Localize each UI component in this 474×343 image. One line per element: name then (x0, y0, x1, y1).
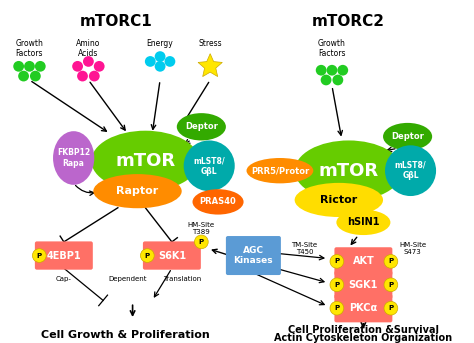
Ellipse shape (295, 183, 383, 217)
Polygon shape (198, 54, 222, 76)
Text: Amino
Acids: Amino Acids (76, 39, 100, 58)
Text: P: P (334, 258, 339, 264)
Ellipse shape (53, 131, 94, 185)
Text: Raptor: Raptor (117, 186, 159, 196)
Ellipse shape (91, 131, 200, 191)
Text: mTORC2: mTORC2 (312, 14, 385, 29)
Text: AKT: AKT (353, 256, 374, 267)
Circle shape (155, 51, 165, 62)
FancyBboxPatch shape (35, 241, 93, 270)
Circle shape (32, 249, 46, 262)
Text: AGC
Kinases: AGC Kinases (234, 246, 273, 265)
Ellipse shape (177, 113, 226, 140)
Text: P: P (36, 252, 42, 259)
Circle shape (330, 278, 344, 292)
Circle shape (145, 56, 155, 67)
Text: Cap-: Cap- (56, 276, 72, 282)
Text: P: P (334, 305, 339, 311)
Circle shape (140, 249, 154, 262)
Circle shape (94, 61, 105, 72)
Circle shape (194, 235, 208, 249)
Text: P: P (388, 282, 393, 288)
Circle shape (332, 75, 343, 85)
Circle shape (384, 301, 398, 315)
Text: S6K1: S6K1 (158, 250, 186, 261)
Text: PRR5/Protor: PRR5/Protor (251, 166, 309, 175)
Text: Dependent: Dependent (109, 276, 147, 282)
Text: P: P (145, 252, 150, 259)
Text: Growth
Factors: Growth Factors (16, 39, 44, 58)
Ellipse shape (337, 210, 391, 235)
Text: TM-Site
T450: TM-Site T450 (292, 242, 318, 255)
Circle shape (316, 65, 327, 75)
Text: Translation: Translation (163, 276, 201, 282)
Circle shape (83, 56, 94, 67)
Text: Deptor: Deptor (185, 122, 218, 131)
Text: HM-Site
T389: HM-Site T389 (188, 222, 215, 235)
Text: PKCα: PKCα (349, 303, 377, 313)
Text: P: P (388, 258, 393, 264)
Circle shape (72, 61, 83, 72)
FancyBboxPatch shape (143, 241, 201, 270)
Text: mLST8/
GβL: mLST8/ GβL (395, 161, 426, 180)
Ellipse shape (385, 145, 436, 196)
Text: HM-Site
S473: HM-Site S473 (399, 242, 426, 255)
Circle shape (77, 71, 88, 81)
Text: Cell Proliferation &Survival: Cell Proliferation &Survival (288, 325, 439, 335)
Circle shape (13, 61, 24, 72)
Circle shape (384, 255, 398, 268)
Circle shape (337, 65, 348, 75)
Text: FKBP12
Rapa: FKBP12 Rapa (57, 148, 90, 168)
Circle shape (164, 56, 175, 67)
Circle shape (35, 61, 46, 72)
Text: Rictor: Rictor (320, 195, 357, 205)
FancyBboxPatch shape (226, 236, 281, 275)
Circle shape (24, 61, 35, 72)
Text: Deptor: Deptor (391, 132, 424, 141)
Text: hSIN1: hSIN1 (347, 217, 380, 227)
Text: Growth
Factors: Growth Factors (318, 39, 346, 58)
Text: Cell Growth & Proliferation: Cell Growth & Proliferation (41, 330, 210, 340)
Text: mTOR: mTOR (115, 152, 175, 170)
FancyBboxPatch shape (335, 294, 392, 322)
Circle shape (321, 75, 331, 85)
Circle shape (18, 71, 29, 81)
Ellipse shape (192, 189, 244, 215)
Circle shape (30, 71, 41, 81)
Text: Actin Cytoskeleton Organization: Actin Cytoskeleton Organization (274, 333, 453, 343)
Ellipse shape (93, 174, 182, 208)
Text: mTOR: mTOR (319, 162, 379, 180)
Circle shape (384, 278, 398, 292)
Ellipse shape (246, 158, 313, 184)
Text: PRAS40: PRAS40 (200, 197, 237, 206)
Circle shape (155, 61, 165, 72)
FancyBboxPatch shape (335, 271, 392, 299)
Ellipse shape (183, 140, 235, 191)
Text: mTORC1: mTORC1 (80, 14, 152, 29)
Text: P: P (199, 239, 204, 245)
Circle shape (330, 301, 344, 315)
Circle shape (327, 65, 337, 75)
Text: Stress: Stress (198, 39, 222, 48)
Ellipse shape (295, 140, 403, 201)
Text: SGK1: SGK1 (349, 280, 378, 290)
Text: mLST8/
GβL: mLST8/ GβL (193, 156, 225, 176)
Text: 4EBP1: 4EBP1 (46, 250, 81, 261)
Circle shape (330, 255, 344, 268)
Circle shape (89, 71, 100, 81)
Text: P: P (334, 282, 339, 288)
FancyBboxPatch shape (335, 247, 392, 275)
Ellipse shape (383, 123, 432, 150)
Text: Energy: Energy (147, 39, 173, 48)
Text: P: P (388, 305, 393, 311)
